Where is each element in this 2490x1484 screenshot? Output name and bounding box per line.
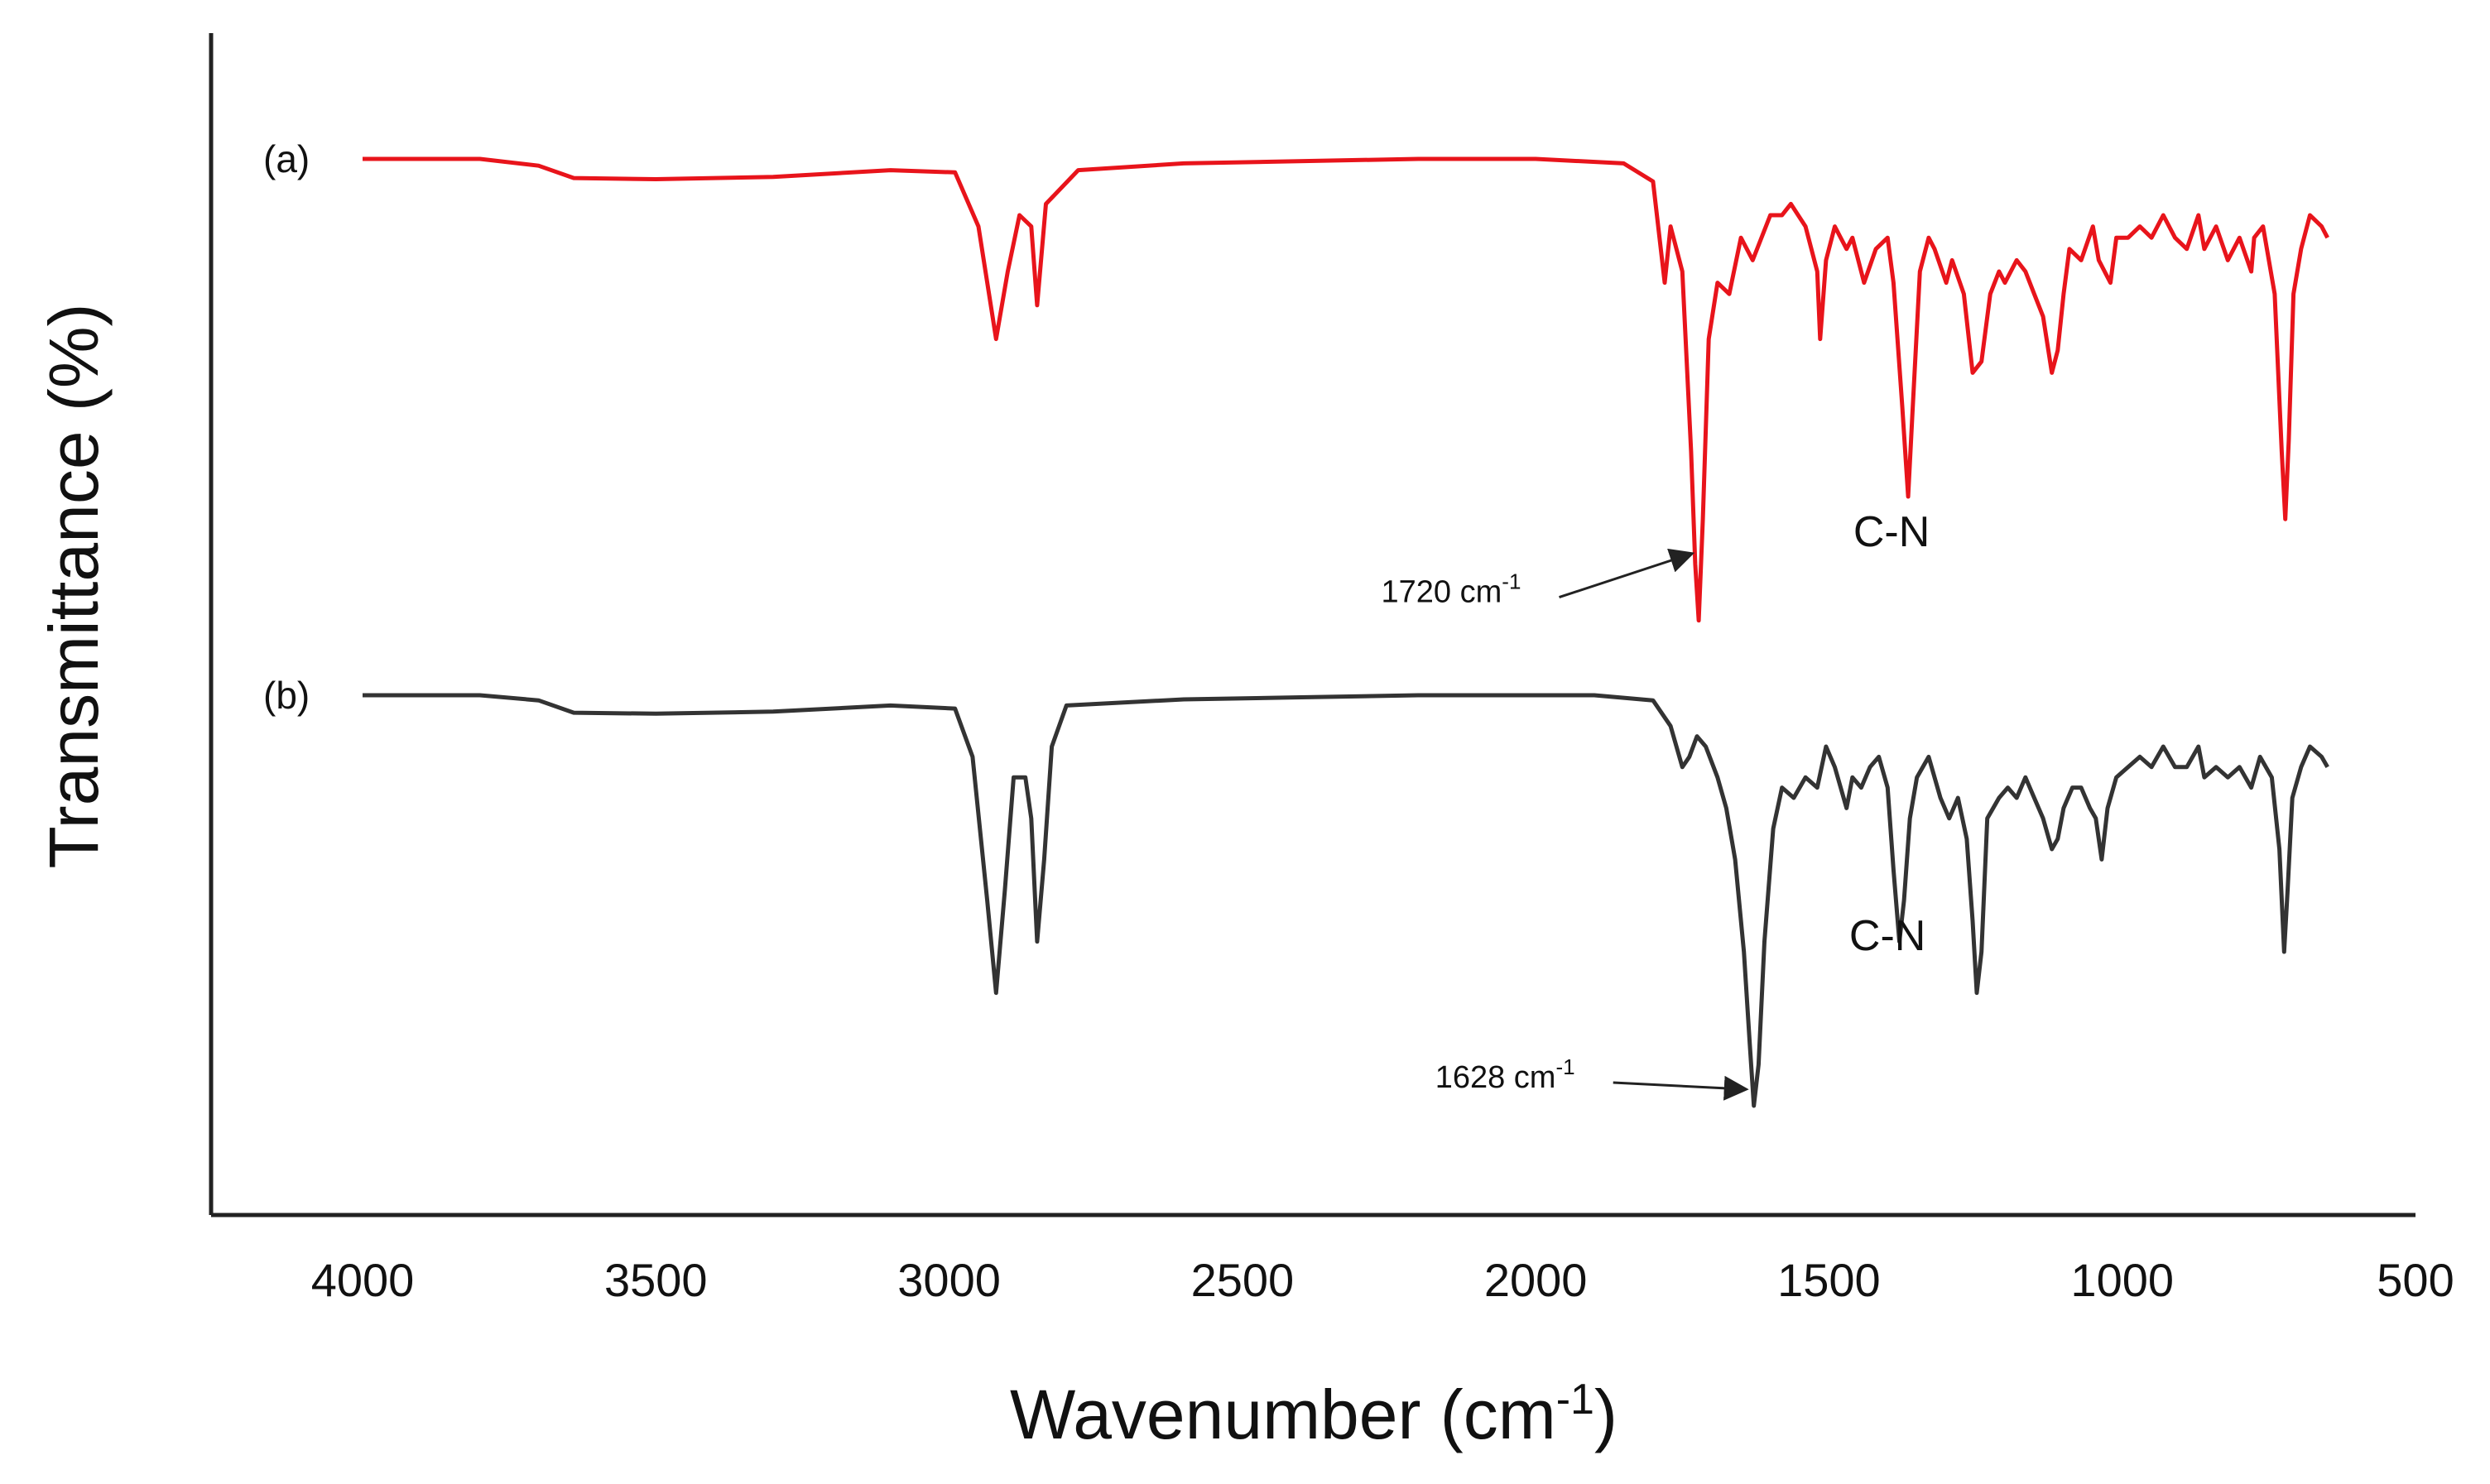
series-line-b [363,693,2329,1108]
x-axis-title: Wavenumber (cm-1) [1010,1376,1618,1453]
x-tick-label-2500: 2500 [1191,1254,1295,1306]
annotation-peak-1628: 1628 cm-1 [1435,1054,1575,1095]
series-line-a [363,156,2329,623]
series-layer [363,156,2329,1108]
annotation-cn-a: C-N [1853,508,1930,556]
x-tick-label-3500: 3500 [604,1254,708,1306]
x-tick-label-2000: 2000 [1484,1254,1588,1306]
series-label-a: (a) [263,137,310,180]
annotation-arrow-1720 [1559,548,1695,599]
x-tick-label-1000: 1000 [2070,1254,2174,1306]
series-label-b: (b) [263,674,310,717]
y-axis-title: Transmittance (%) [35,303,113,868]
series-labels: (a) (b) [263,137,310,717]
annotation-peak-1720: 1720 cm-1 [1382,569,1521,610]
x-tick-labels: 4000 3500 3000 2500 2000 1500 1000 500 [311,1254,2454,1306]
x-tick-label-500: 500 [2377,1254,2454,1306]
x-tick-label-3000: 3000 [897,1254,1001,1306]
annotation-arrow-1628 [1613,1075,1749,1101]
peak-annotations: 1720 cm-1 C-N 1628 cm-1 C-N [1382,508,1930,1101]
annotation-cn-b: C-N [1849,912,1925,960]
x-tick-label-4000: 4000 [311,1254,415,1306]
x-tick-label-1500: 1500 [1777,1254,1881,1306]
